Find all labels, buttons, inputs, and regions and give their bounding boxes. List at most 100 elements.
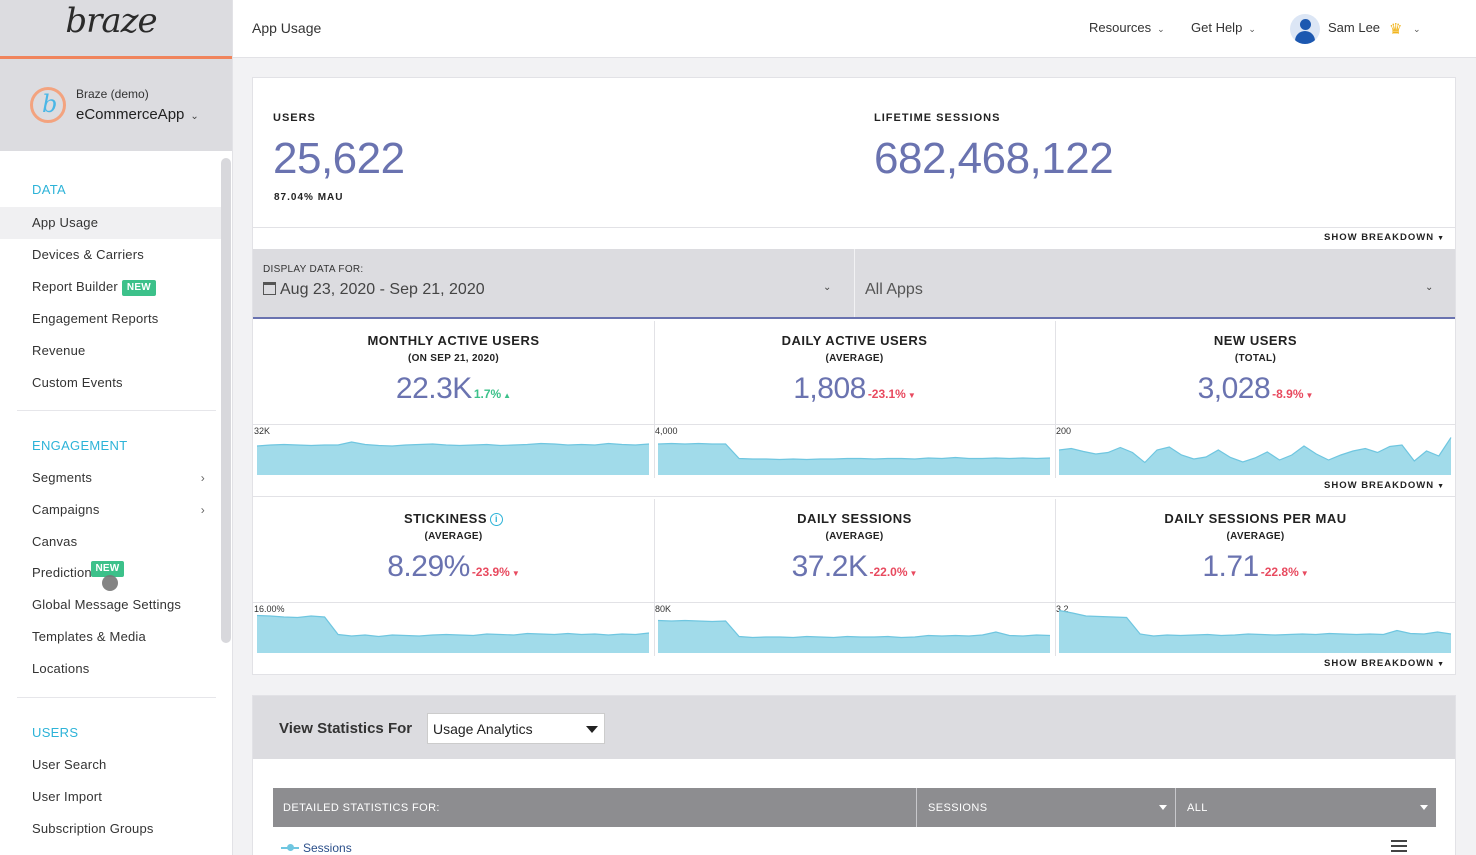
sidebar-item-label: Custom Events: [32, 375, 123, 390]
metric-value: 22.3K: [395, 372, 472, 405]
resources-menu[interactable]: Resources ⌄: [1089, 20, 1165, 35]
sidebar-item-label: Global Message Settings: [32, 597, 182, 613]
statistics-type-select[interactable]: Usage Analytics: [427, 713, 605, 744]
metric-delta: -23.9% ▼: [472, 565, 520, 579]
metric-title-text: STICKINESS: [403, 511, 487, 526]
metric-monthly-active-users: MONTHLY ACTIVE USERS (ON SEP 21, 2020) 2…: [253, 333, 654, 406]
info-icon[interactable]: i: [490, 513, 503, 526]
show-breakdown-button[interactable]: SHOW BREAKDOWN ▼: [1324, 658, 1445, 669]
sparkline-max-label: 200: [1056, 426, 1072, 436]
workspace-switcher[interactable]: Braze (demo) eCommerceApp ⌄: [0, 59, 232, 151]
chart-legend-sessions[interactable]: Sessions: [281, 841, 352, 855]
dropdown-arrow-icon: [1159, 805, 1167, 810]
top-bar: App Usage Resources ⌄ Get Help ⌄ Sam Lee ♛…: [233, 0, 1476, 58]
sidebar-item-engagement-reports[interactable]: Engagement Reports: [0, 303, 221, 335]
sidebar-item-revenue[interactable]: Revenue: [0, 335, 221, 367]
braze-logo[interactable]: braze: [65, 1, 157, 41]
sidebar-item-label: Subscription Groups: [32, 820, 154, 836]
sidebar-item-label: Locations: [32, 660, 90, 676]
chevron-down-icon: ⌄: [1425, 282, 1434, 293]
metric-delta: -23.1% ▼: [868, 387, 916, 401]
metric-title: DAILY ACTIVE USERS: [654, 333, 1055, 348]
sidebar-item-report-builder[interactable]: Report Builder NEW: [0, 271, 221, 303]
metric-title: MONTHLY ACTIVE USERS: [253, 333, 654, 348]
sidebar-item-campaigns[interactable]: Campaigns ›: [0, 494, 221, 526]
sidebar-item-templates-media[interactable]: Templates & Media: [0, 621, 221, 653]
show-breakdown-button[interactable]: SHOW BREAKDOWN ▼: [1324, 232, 1445, 243]
lifetime-sessions-label: LIFETIME SESSIONS: [874, 112, 1001, 124]
sidebar-item-user-search[interactable]: User Search: [0, 749, 221, 781]
show-breakdown-button[interactable]: SHOW BREAKDOWN ▼: [1324, 480, 1445, 491]
sidebar-item-subscription-groups[interactable]: Subscription Groups: [0, 813, 221, 845]
date-range-picker[interactable]: DISPLAY DATA FOR: Aug 23, 2020 - Sep 21,…: [253, 249, 855, 317]
triangle-down-icon: ▼: [511, 569, 520, 578]
sidebar-item-label: Predictions: [32, 565, 99, 581]
metric-value: 1.71: [1202, 550, 1259, 583]
all-select[interactable]: ALL: [1177, 788, 1436, 827]
user-menu[interactable]: Sam Lee: [1328, 20, 1380, 35]
metric-daily-sessions-per-mau: DAILY SESSIONS PER MAU (AVERAGE) 1.71 -22…: [1055, 511, 1456, 584]
sidebar-item-label: Templates & Media: [32, 629, 146, 644]
sidebar-item-label: Canvas: [32, 533, 78, 549]
sparkline-max-label: 16.00%: [254, 604, 285, 614]
sparkline-max-label: 3.2: [1056, 604, 1069, 614]
sidebar-item-locations[interactable]: Locations: [0, 653, 221, 685]
sparkline-area: [658, 443, 1050, 475]
sidebar-item-predictions[interactable]: PredictionsNEW: [0, 557, 221, 589]
resources-label: Resources: [1089, 20, 1152, 35]
statistics-type-value: Usage Analytics: [433, 721, 533, 737]
users-mau: 87.04% MAU: [274, 192, 344, 203]
divider: [253, 227, 1455, 228]
sidebar-item-user-import[interactable]: User Import: [0, 781, 221, 813]
calendar-icon: [263, 282, 276, 295]
sidebar-item-label: Report Builder: [32, 279, 118, 294]
user-avatar-icon[interactable]: [1290, 14, 1320, 44]
sidebar-item-label: Campaigns: [32, 501, 100, 517]
date-range-text: Aug 23, 2020 - Sep 21, 2020: [280, 281, 485, 298]
chevron-down-icon: ⌄: [190, 111, 199, 122]
sidebar-item-custom-events[interactable]: Custom Events: [0, 367, 221, 399]
sidebar-item-segments[interactable]: Segments ›: [0, 462, 221, 494]
get-help-menu[interactable]: Get Help ⌄: [1191, 20, 1256, 35]
display-data-label: DISPLAY DATA FOR:: [263, 264, 364, 275]
sidebar-item-label: Segments: [32, 470, 93, 485]
users-label: USERS: [273, 112, 316, 124]
workspace-avatar-icon: [30, 87, 66, 123]
sidebar-item-label: Revenue: [32, 343, 86, 358]
metric-title-text: DAILY SESSIONS: [797, 511, 912, 526]
sparkline-area: [1059, 610, 1451, 653]
triangle-up-icon: ▲: [503, 391, 512, 400]
sparkline-line: [1059, 609, 1452, 637]
logo-area: braze: [0, 0, 232, 59]
sparkline-line: [658, 619, 1051, 639]
chevron-down-icon: ⌄: [1248, 24, 1256, 34]
show-breakdown-label: SHOW BREAKDOWN: [1324, 232, 1435, 243]
show-breakdown-label: SHOW BREAKDOWN: [1324, 658, 1435, 669]
sparkline-daily-sessions-per-mau: [1059, 609, 1452, 653]
sidebar-item-label: User Search: [32, 757, 107, 772]
detailed-statistics-text: DETAILED STATISTICS FOR:: [283, 802, 440, 814]
chevron-down-icon: ⌄: [823, 282, 832, 293]
sidebar-item-global-message-settings[interactable]: Global Message Settings: [0, 589, 221, 621]
metric-value: 3,028: [1197, 372, 1271, 405]
mouse-cursor: [102, 575, 118, 591]
divider: [1055, 321, 1056, 478]
sidebar-item-canvas[interactable]: Canvas: [0, 526, 221, 558]
filter-bar: DISPLAY DATA FOR: Aug 23, 2020 - Sep 21,…: [253, 249, 1455, 319]
sessions-select[interactable]: SESSIONS: [918, 788, 1176, 827]
date-range-value: Aug 23, 2020 - Sep 21, 2020: [263, 281, 485, 299]
sidebar-scrollbar[interactable]: [221, 158, 231, 643]
triangle-down-icon: ▼: [1305, 391, 1314, 400]
metric-title-text: MONTHLY ACTIVE USERS: [367, 333, 540, 348]
chart-menu-icon[interactable]: [1391, 840, 1407, 852]
user-menu-chevron-icon[interactable]: ⌄: [1413, 24, 1421, 34]
sidebar-item-devices-carriers[interactable]: Devices & Carriers: [0, 239, 221, 271]
sidebar-item-app-usage[interactable]: App Usage: [0, 207, 221, 239]
metric-subtitle: (TOTAL): [1234, 353, 1277, 364]
metric-delta-text: -23.9%: [471, 565, 510, 579]
workspace-app[interactable]: eCommerceApp ⌄: [76, 106, 199, 123]
sparkline-area: [1059, 437, 1451, 475]
divider: [253, 602, 1455, 603]
chevron-right-icon: ›: [200, 502, 205, 517]
sparkline-daily-active-users: [658, 442, 1051, 475]
